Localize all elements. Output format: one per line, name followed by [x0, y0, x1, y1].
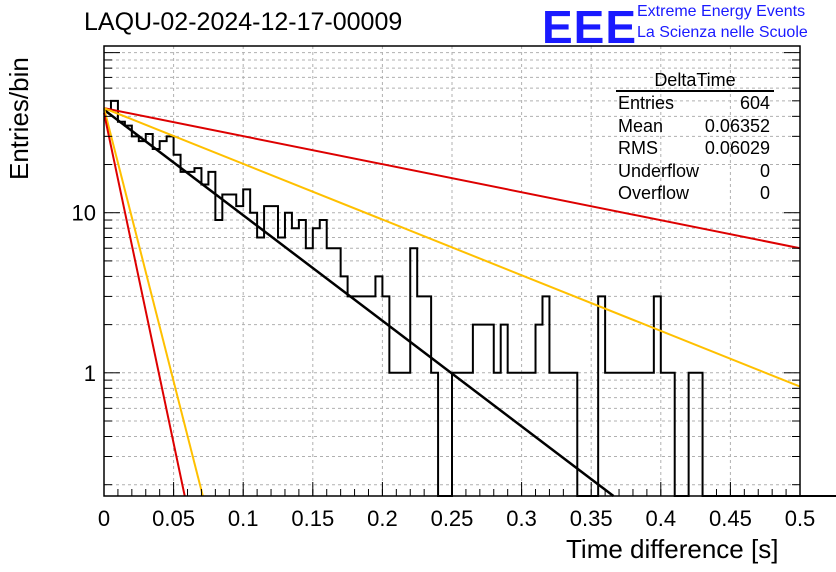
- stats-value: 0.06029: [704, 138, 770, 158]
- stats-label: Mean: [618, 115, 664, 136]
- stats-title: DeltaTime: [616, 70, 774, 92]
- axis-ticks: [103, 52, 801, 496]
- x-tick-label: 0: [98, 506, 110, 531]
- x-tick-label: 0.4: [646, 506, 677, 531]
- stats-row-underflow: Underflow 0: [612, 160, 778, 183]
- histogram: [104, 99, 836, 497]
- x-tick-label: 0.1: [228, 506, 259, 531]
- x-tick-label: 0.15: [291, 506, 334, 531]
- stats-row-rms: RMS 0.06029: [612, 137, 778, 160]
- y-axis-label: Entries/bin: [4, 57, 34, 180]
- stats-value: 0.06352: [704, 115, 770, 136]
- stats-value: 604: [739, 93, 770, 113]
- x-tick-label: 0.5: [785, 506, 816, 531]
- fit-line: [103, 108, 615, 497]
- stats-row-mean: Mean 0.06352: [612, 115, 778, 138]
- eee-logo-line2: La Scienza nelle Scuole: [637, 24, 808, 41]
- x-tick-label: 0.2: [367, 506, 398, 531]
- stats-row-entries: Entries 604: [612, 92, 778, 115]
- x-tick-labels: 0 0.05 0.1 0.15 0.2 0.25 0.3 0.35 0.4 0.45 0.5: [98, 506, 815, 531]
- fit-lines: [103, 107, 801, 497]
- x-tick-label: 0.25: [431, 506, 474, 531]
- stats-label: Entries: [618, 93, 675, 113]
- eee-logo: EEE: [542, 1, 638, 53]
- stats-row-overflow: Overflow 0: [612, 182, 778, 205]
- run-title: LAQU-02-2024-12-17-00009: [84, 8, 403, 36]
- stats-label: Underflow: [618, 160, 700, 181]
- histogram-outline: [104, 99, 836, 497]
- fit-line: [103, 107, 801, 388]
- fit-line: [103, 112, 186, 497]
- eee-logo-line1: Extreme Energy Events: [637, 3, 806, 20]
- stats-box: DeltaTime Entries 604 Mean 0.06352 RMS 0…: [612, 70, 778, 205]
- y-tick-label: 1: [84, 361, 96, 386]
- x-tick-label: 0.3: [506, 506, 537, 531]
- x-tick-label: 0.05: [152, 506, 195, 531]
- x-tick-label: 0.45: [709, 506, 752, 531]
- x-tick-label: 0.35: [570, 506, 613, 531]
- stats-value: 0: [759, 160, 770, 181]
- stats-value: 0: [759, 183, 770, 203]
- stats-label: RMS: [618, 138, 658, 158]
- fit-line: [103, 107, 204, 497]
- fit-line: [103, 107, 801, 250]
- x-axis-label: Time difference [s]: [566, 534, 779, 564]
- y-tick-label: 10: [72, 201, 96, 226]
- stats-label: Overflow: [618, 183, 690, 203]
- y-tick-labels: 1 10: [72, 201, 96, 386]
